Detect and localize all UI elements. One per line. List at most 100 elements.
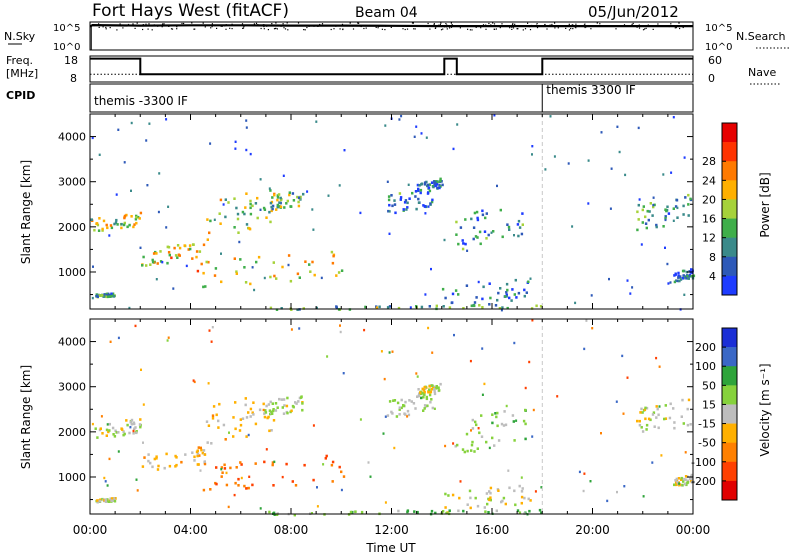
data-cell [652, 411, 656, 414]
data-cell [172, 287, 175, 290]
noise-point [176, 28, 178, 30]
data-cell [202, 488, 206, 492]
data-cell [647, 417, 651, 421]
data-cell [400, 406, 403, 410]
data-cell [512, 420, 515, 423]
data-cell [247, 486, 250, 490]
data-cell [485, 492, 489, 495]
data-cell [241, 417, 245, 420]
data-cell [416, 510, 419, 514]
data-cell [423, 404, 427, 407]
data-cell [157, 210, 160, 214]
data-cell [257, 255, 261, 259]
data-cell [136, 489, 139, 492]
data-cell [139, 418, 142, 421]
data-cell [101, 227, 104, 231]
data-cell [610, 167, 613, 170]
noise-point [442, 28, 444, 30]
data-cell [384, 501, 387, 504]
data-cell [517, 219, 521, 223]
data-cell [682, 204, 685, 208]
data-cell [500, 309, 503, 312]
data-cell [430, 398, 433, 401]
data-cell [622, 412, 625, 415]
data-cell [644, 215, 647, 219]
noise-point [404, 28, 406, 31]
data-cell [474, 496, 477, 500]
noise-point [528, 26, 530, 28]
y-tick-label: 2000 [58, 221, 86, 234]
data-cell [643, 408, 647, 411]
data-cell [408, 197, 411, 200]
noise-point [306, 24, 308, 26]
data-cell [239, 258, 242, 261]
data-cell [202, 449, 206, 452]
data-cell [571, 225, 574, 228]
data-cell [95, 293, 98, 296]
power-panel: 1000 2000 3000 4000 Slant Range [km] 4 8 12 16… [19, 113, 772, 312]
data-cell [282, 412, 286, 415]
noise-point [266, 25, 268, 27]
noise-point [119, 23, 121, 25]
data-cell [249, 199, 252, 203]
data-cell [93, 228, 96, 232]
data-cell [134, 426, 137, 429]
data-cell [105, 295, 108, 299]
data-cell [675, 483, 678, 487]
data-cell [626, 279, 629, 282]
noise-point [485, 28, 487, 30]
data-cell [485, 237, 488, 240]
noise-point [446, 24, 448, 26]
noise-point [449, 27, 451, 29]
x-tick-label: 04:00 [173, 523, 208, 537]
noise-point [535, 24, 538, 26]
data-cell [236, 212, 240, 216]
data-cell [481, 393, 484, 396]
data-cell [388, 232, 391, 235]
data-cell [316, 505, 319, 508]
colorbar-swatch [722, 385, 737, 405]
data-cell [664, 417, 668, 420]
data-cell [495, 509, 498, 513]
data-cell [265, 216, 268, 219]
data-cell [184, 453, 187, 456]
data-cell [288, 193, 291, 197]
data-cell [680, 415, 683, 418]
data-cell [102, 295, 106, 298]
data-cell [148, 122, 151, 125]
x-tick-label: 12:00 [374, 523, 409, 537]
data-cell [641, 221, 644, 224]
data-cell [117, 336, 120, 340]
data-cell [420, 305, 424, 309]
y-tick-label: 1000 [58, 266, 86, 279]
noise-point [147, 28, 149, 30]
noise-point [127, 24, 129, 26]
data-cell [208, 231, 211, 235]
data-cell [211, 414, 215, 417]
noise-point [644, 28, 646, 30]
data-cell [224, 198, 227, 201]
data-cell [311, 260, 314, 264]
data-cell [243, 266, 246, 269]
data-cell [488, 282, 491, 285]
data-cell [476, 218, 480, 222]
data-cell [195, 255, 198, 259]
data-cell [481, 306, 484, 309]
data-cell [224, 438, 227, 441]
data-cell [125, 213, 128, 217]
noise-point [231, 28, 233, 30]
data-cell [590, 294, 593, 297]
data-cell [676, 279, 679, 283]
data-cell [280, 398, 283, 401]
data-cell [244, 206, 247, 209]
noise-point [358, 22, 360, 24]
data-cell [678, 279, 681, 283]
noise-point [551, 23, 553, 26]
data-cell [388, 203, 391, 207]
data-cell [340, 470, 343, 474]
data-cell [472, 237, 475, 241]
data-cell [483, 230, 487, 233]
data-cell [481, 347, 484, 350]
colorbar-swatch [722, 442, 737, 463]
noise-point [341, 23, 344, 25]
